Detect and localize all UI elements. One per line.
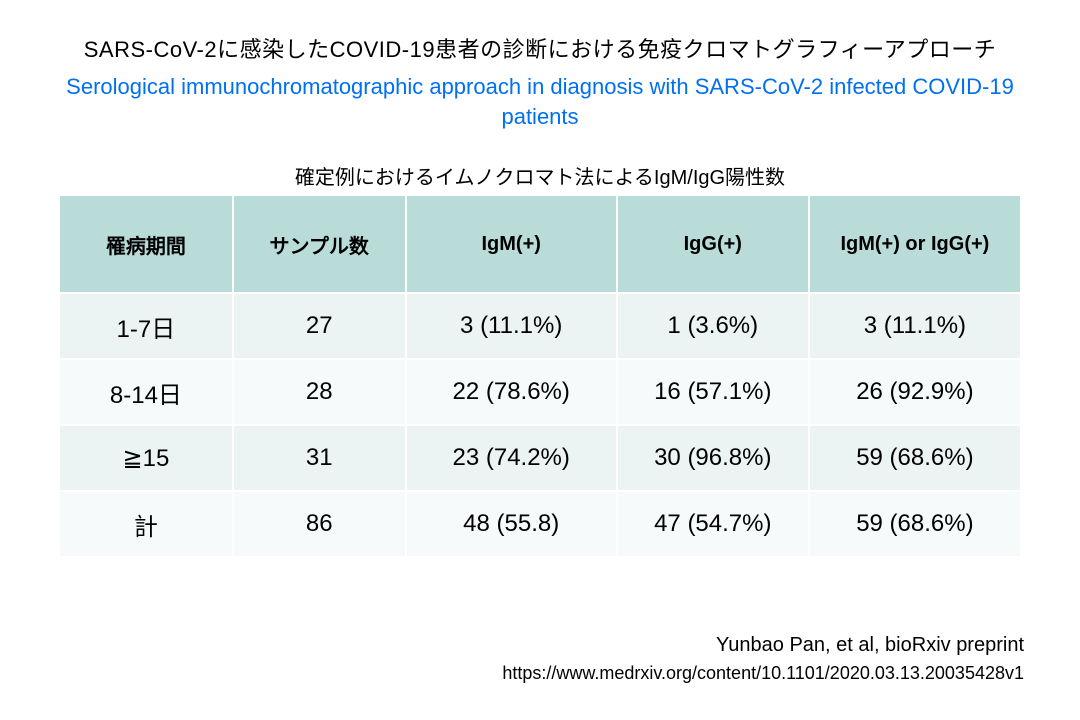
table-row: 1-7日 27 3 (11.1%) 1 (3.6%) 3 (11.1%): [60, 293, 1020, 359]
cell-period: ≧15: [60, 425, 233, 491]
table-row: 計 86 48 (55.8) 47 (54.7%) 59 (68.6%): [60, 491, 1020, 556]
cell-igm: 48 (55.8): [406, 491, 617, 556]
title-japanese: SARS-CoV-2に感染したCOVID-19患者の診断における免疫クロマトグラ…: [40, 32, 1040, 64]
cell-igm: 23 (74.2%): [406, 425, 617, 491]
citation-url: https://www.medrxiv.org/content/10.1101/…: [502, 663, 1024, 684]
table-caption: 確定例におけるイムノクロマト法によるIgM/IgG陽性数: [40, 161, 1040, 190]
th-igg: IgG(+): [617, 196, 809, 293]
cell-igg: 30 (96.8%): [617, 425, 809, 491]
cell-either: 26 (92.9%): [809, 359, 1020, 425]
cell-either: 59 (68.6%): [809, 425, 1020, 491]
cell-igm: 3 (11.1%): [406, 293, 617, 359]
citation-block: Yunbao Pan, et al, bioRxiv preprint http…: [502, 634, 1024, 684]
table-row: ≧15 31 23 (74.2%) 30 (96.8%) 59 (68.6%): [60, 425, 1020, 491]
cell-samples: 28: [233, 359, 406, 425]
table-header-row: 罹病期間 サンプル数 IgM(+) IgG(+) IgM(+) or IgG(+…: [60, 196, 1020, 293]
table-row: 8-14日 28 22 (78.6%) 16 (57.1%) 26 (92.9%…: [60, 359, 1020, 425]
th-igm-or-igg: IgM(+) or IgG(+): [809, 196, 1020, 293]
cell-igg: 47 (54.7%): [617, 491, 809, 556]
cell-either: 3 (11.1%): [809, 293, 1020, 359]
igm-igg-table: 罹病期間 サンプル数 IgM(+) IgG(+) IgM(+) or IgG(+…: [60, 196, 1020, 556]
cell-samples: 27: [233, 293, 406, 359]
cell-igm: 22 (78.6%): [406, 359, 617, 425]
th-igm: IgM(+): [406, 196, 617, 293]
cell-samples: 86: [233, 491, 406, 556]
cell-samples: 31: [233, 425, 406, 491]
th-samples: サンプル数: [233, 196, 406, 293]
cell-period: 8-14日: [60, 359, 233, 425]
cell-either: 59 (68.6%): [809, 491, 1020, 556]
citation-author: Yunbao Pan, et al, bioRxiv preprint: [502, 634, 1024, 657]
cell-igg: 16 (57.1%): [617, 359, 809, 425]
slide-page: SARS-CoV-2に感染したCOVID-19患者の診断における免疫クロマトグラ…: [0, 0, 1080, 720]
title-english: Serological immunochromatographic approa…: [40, 72, 1040, 131]
cell-igg: 1 (3.6%): [617, 293, 809, 359]
cell-period: 計: [60, 491, 233, 556]
th-period: 罹病期間: [60, 196, 233, 293]
cell-period: 1-7日: [60, 293, 233, 359]
